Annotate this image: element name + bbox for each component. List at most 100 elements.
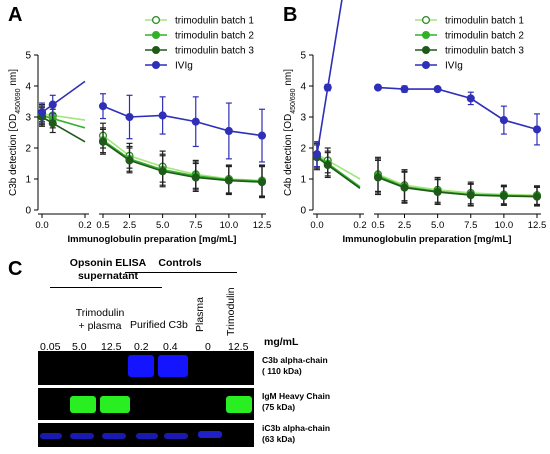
y-tick-label: 4: [300, 82, 306, 93]
conc-label: 0.4: [163, 341, 178, 353]
data-point: [125, 156, 134, 165]
y-tick-label: 2: [300, 144, 306, 155]
band-igm-trimodulin: [226, 396, 252, 413]
data-point: [433, 187, 442, 197]
legend-marker: [151, 60, 161, 70]
lane-label-trimodulin: Trimodulin: [225, 287, 237, 336]
legend-marker: [151, 45, 161, 55]
blot-strip-igm: [38, 388, 254, 420]
y-axis-label-part: C3b detection [OD: [8, 114, 19, 196]
band-igm-12.5: [100, 396, 130, 413]
x-tick-label: 0.2: [353, 220, 366, 231]
data-point: [158, 111, 167, 120]
lane-label-trimodulin-plasma: Trimodulin + plasma: [75, 307, 125, 332]
lane-label-plasma: Plasma: [194, 296, 206, 332]
x-axis-label: Immunoglobulin preparation [mg/mL]: [68, 234, 237, 245]
legend-label: trimodulin batch 1: [445, 16, 524, 27]
legend-marker: [421, 60, 431, 70]
y-tick-label: 5: [25, 51, 31, 62]
y-tick-label: 2: [25, 144, 31, 155]
band-ic3b-5.0: [70, 433, 94, 439]
legend-label: trimodulin batch 2: [445, 31, 524, 42]
conc-unit: mg/mL: [264, 336, 299, 348]
data-point: [373, 83, 383, 92]
row-label-igm: IgM Heavy Chain (75 kDa): [262, 391, 331, 412]
legend-label: trimodulin batch 3: [175, 46, 254, 57]
y-axis-label-part: nm]: [283, 69, 294, 89]
data-point: [224, 176, 233, 185]
y-tick-label: 3: [300, 113, 306, 124]
y-tick-label: 3: [25, 113, 31, 124]
controls-header: Controls: [158, 257, 202, 269]
legend-label: IVIg: [445, 61, 463, 72]
band-c3b-purified-0.2: [128, 355, 154, 377]
data-point: [257, 178, 267, 187]
x-tick-label: 0.0: [310, 220, 323, 231]
x-tick-label: 7.5: [189, 220, 202, 231]
data-point: [400, 183, 409, 192]
series-line: [377, 176, 538, 198]
data-point: [433, 85, 442, 94]
y-tick-label: 0: [25, 206, 31, 217]
data-point: [191, 117, 200, 126]
data-point: [373, 173, 383, 182]
data-point: [257, 131, 267, 140]
band-ic3b-0.05: [40, 433, 62, 439]
row-label-c3b: C3b alpha-chain ( 110 kDa): [262, 355, 328, 376]
data-point: [499, 192, 508, 201]
x-tick-label: 10.0: [220, 220, 239, 231]
legend-marker: [151, 30, 161, 40]
series-line: [377, 86, 538, 131]
legend-label: trimodulin batch 1: [175, 16, 254, 27]
band-igm-5.0: [70, 396, 96, 413]
data-point: [48, 100, 57, 109]
y-axis-label: C4b detection [OD450/690 nm]: [283, 69, 297, 196]
legend-marker: [421, 45, 431, 55]
panel-letter-b: B: [283, 4, 298, 26]
conc-label: 5.0: [72, 341, 87, 353]
data-point: [224, 126, 233, 135]
y-tick-label: 0: [300, 206, 306, 217]
data-point: [158, 167, 167, 176]
legend-label: IVIg: [175, 61, 193, 72]
series-line: [316, 0, 343, 155]
x-tick-label: 2.5: [123, 220, 136, 231]
data-point: [312, 150, 322, 159]
conc-label: 12.5: [101, 341, 122, 353]
band-c3b-purified-0.4: [158, 355, 188, 377]
series-line: [316, 156, 361, 189]
data-point: [499, 116, 508, 125]
y-tick-label: 5: [300, 51, 306, 62]
series-line: [102, 105, 263, 137]
x-tick-label: 0.2: [78, 220, 91, 231]
series-line: [316, 155, 361, 188]
series-line: [41, 80, 86, 113]
conc-label: 0.2: [134, 341, 149, 353]
y-axis-label-part: C4b detection [OD: [283, 114, 294, 196]
data-point: [191, 173, 200, 182]
conc-label: 0: [205, 341, 211, 353]
data-point: [98, 137, 108, 146]
data-point: [400, 85, 409, 94]
panel-letter-c: C: [8, 258, 23, 280]
band-ic3b-plasma: [198, 431, 222, 438]
y-axis-label-part: nm]: [8, 69, 19, 89]
legend-marker: [151, 15, 161, 25]
x-tick-label: 5.0: [156, 220, 169, 231]
y-tick-label: 4: [25, 82, 31, 93]
x-tick-label: 5.0: [431, 220, 444, 231]
data-point: [125, 112, 134, 122]
data-point: [466, 191, 475, 200]
legend-marker: [421, 15, 431, 25]
legend-marker: [421, 30, 431, 40]
y-tick-label: 1: [25, 175, 31, 186]
x-tick-label: 12.5: [528, 220, 547, 231]
series-line: [102, 139, 263, 182]
data-point: [323, 83, 332, 92]
y-axis-label: C3b detection [OD450/690 nm]: [8, 69, 22, 196]
controls-header-rule: [125, 272, 237, 273]
legend-label: trimodulin batch 2: [175, 31, 254, 42]
x-tick-label: 0.0: [35, 220, 48, 231]
